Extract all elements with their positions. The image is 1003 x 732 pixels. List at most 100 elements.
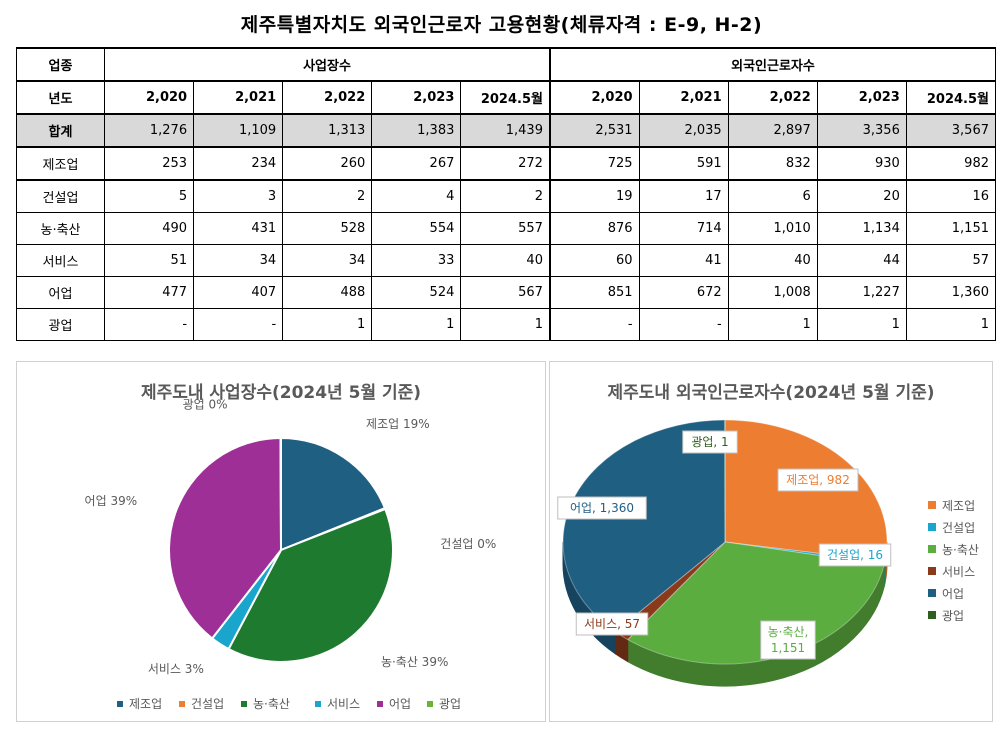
legend-item-4: 어업 [942, 587, 964, 601]
header-group-workers: 외국인근로자수 [548, 47, 996, 82]
table-cell: 851 [548, 276, 640, 309]
table-cell: 431 [193, 212, 284, 245]
table-cell: 40 [727, 244, 818, 277]
table-cell: 17 [638, 179, 729, 213]
table-cell: 1,151 [905, 212, 997, 245]
year-header-1: 2,021 [193, 80, 284, 115]
table-cell: 57 [905, 244, 997, 277]
table-cell: 1 [816, 308, 907, 341]
table-cell: 488 [282, 276, 373, 309]
table-cell: - [193, 308, 284, 341]
table-cell: 2,897 [727, 113, 818, 148]
data-label-0: 제조업, 982 [777, 468, 859, 492]
svg-text:어업, 1,360: 어업, 1,360 [570, 501, 634, 515]
table-cell: 60 [548, 244, 640, 277]
data-label-5: 광업, 1 [682, 430, 738, 454]
total-row: 합계 1,276 1,109 1,313 1,383 1,439 2,531 2,035 2,8… [16, 113, 997, 148]
table-cell: 5 [103, 179, 195, 213]
table-cell: 44 [816, 244, 907, 277]
data-label-2: 농·축산 39% [381, 655, 448, 669]
table-cell: 20 [816, 179, 907, 213]
table-cell: 832 [727, 146, 818, 181]
legend-swatch-0 [117, 701, 123, 707]
svg-text:농·축산,: 농·축산, [768, 625, 809, 639]
table-cell: 2 [282, 179, 373, 213]
legend-item-0: 제조업 [942, 499, 975, 513]
row-label: 서비스 [16, 244, 105, 277]
pie-slice-0 [280, 436, 387, 552]
table-cell: 554 [371, 212, 462, 245]
workplace-pie-chart: 제조업 19% 건설업 0% 농·축산 39% 서비스 3% 어업 39% 광업 0% 제조… [85, 398, 497, 711]
employment-table: 업종 사업장수 외국인근로자수 년도 2,020 2,021 2,022 2,023 2… [16, 47, 997, 341]
legend-item-4: 어업 [389, 697, 411, 711]
svg-text:1,151: 1,151 [771, 641, 805, 655]
data-label-5: 광업 0% [183, 398, 228, 412]
pie-slice-4 [168, 436, 283, 640]
year-header-9: 2024.5월 [905, 80, 997, 115]
table-cell: 567 [460, 276, 551, 309]
table-cell: 40 [460, 244, 551, 277]
legend-item-2: 농·축산 [942, 543, 979, 557]
table-cell: 34 [282, 244, 373, 277]
legend-item-3: 서비스 [942, 565, 975, 579]
data-label-3: 서비스, 57 [575, 612, 649, 636]
pie-slice-2 [227, 507, 394, 663]
legend-swatch-2 [928, 545, 936, 553]
row-label: 제조업 [16, 146, 105, 181]
data-label-2: 농·축산, 1,151 [760, 620, 816, 660]
legend-swatch-1 [179, 701, 185, 707]
workplace-chart-panel: 제주도내 사업장수(2024년 5월 기준) 제조업 19% 건설업 0% 농·축산… [16, 361, 546, 722]
table-cell: 6 [727, 179, 818, 213]
year-header-8: 2,023 [816, 80, 907, 115]
table-cell: 477 [103, 276, 195, 309]
row-label: 농·축산 [16, 212, 105, 245]
table-cell: 407 [193, 276, 284, 309]
table-row: 건설업 5 3 2 4 2 19 17 6 20 16 [16, 179, 997, 213]
legend-item-2: 농·축산 [253, 697, 290, 711]
table-cell: 41 [638, 244, 729, 277]
worker-pie-chart: 제조업, 982 건설업, 16 농·축산, 1,151 서비스, 57 어업, 1,36… [557, 419, 979, 687]
table-cell: 1,383 [371, 113, 462, 148]
legend-swatch-4 [928, 589, 936, 597]
legend-item-5: 광업 [439, 697, 461, 711]
table-cell: 19 [548, 179, 640, 213]
table-cell: 490 [103, 212, 195, 245]
year-header-4: 2024.5월 [460, 80, 551, 115]
table-cell: 1 [371, 308, 462, 341]
svg-text:서비스, 57: 서비스, 57 [584, 617, 640, 631]
table-cell: 253 [103, 146, 195, 181]
table-cell: 672 [638, 276, 729, 309]
table-cell: 1 [460, 308, 551, 341]
table-cell: 3 [193, 179, 284, 213]
table-cell: 267 [371, 146, 462, 181]
header-group-workplaces: 사업장수 [103, 47, 551, 82]
data-label-4: 어업, 1,360 [557, 496, 647, 520]
table-row: 서비스 51 34 34 33 40 60 41 40 44 57 [16, 244, 997, 277]
table-cell: 528 [282, 212, 373, 245]
table-cell: 1 [727, 308, 818, 341]
legend-swatch-4 [377, 701, 383, 707]
svg-text:광업, 1: 광업, 1 [691, 435, 728, 449]
header-industry: 업종 [16, 47, 105, 82]
data-label-1: 건설업 0% [440, 537, 496, 551]
table-cell: 1,360 [905, 276, 997, 309]
year-header-2: 2,022 [282, 80, 373, 115]
table-cell: 272 [460, 146, 551, 181]
legend-item-1: 건설업 [942, 521, 975, 535]
table-cell: 1 [905, 308, 997, 341]
table-cell: 3,356 [816, 113, 907, 148]
table-row: 제조업 253 234 260 267 272 725 591 832 930 982 [16, 146, 997, 181]
table-cell: 3,567 [905, 113, 997, 148]
table-cell: 876 [548, 212, 640, 245]
table-cell: 1,109 [193, 113, 284, 148]
svg-text:제조업, 982: 제조업, 982 [786, 473, 850, 487]
table-cell: 16 [905, 179, 997, 213]
row-label: 합계 [16, 113, 105, 148]
data-label-4: 어업 39% [85, 494, 138, 508]
legend-item-1: 건설업 [191, 697, 224, 711]
table-cell: - [638, 308, 729, 341]
legend-swatch-3 [928, 567, 936, 575]
svg-text:건설업, 16: 건설업, 16 [827, 548, 883, 562]
row-label: 건설업 [16, 179, 105, 213]
legend-swatch-5 [427, 701, 433, 707]
